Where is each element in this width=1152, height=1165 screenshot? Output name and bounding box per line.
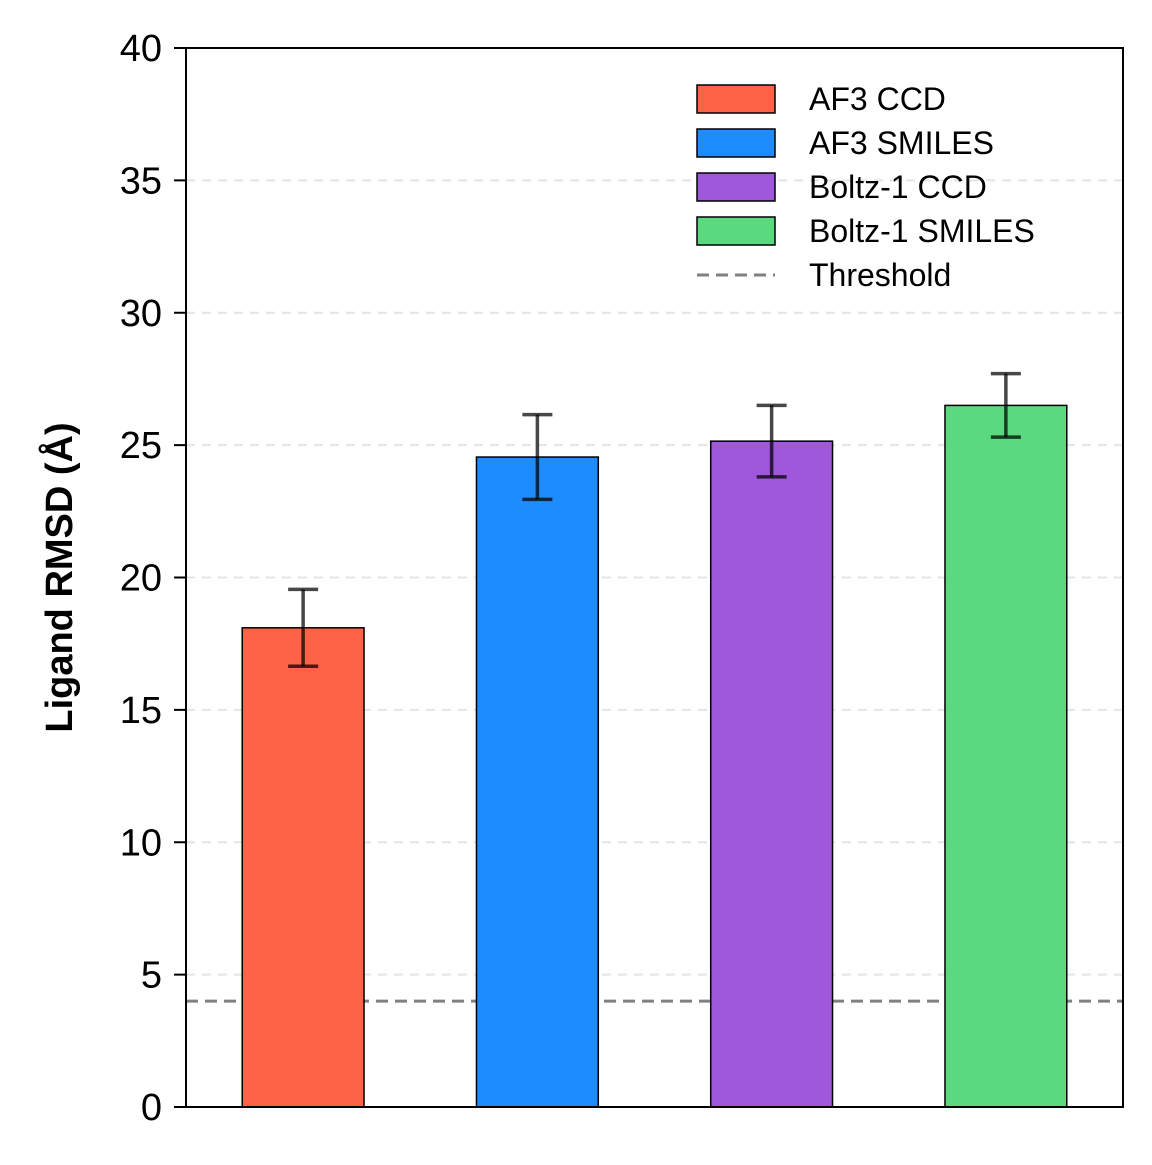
legend-entry-threshold: Threshold [697,257,951,293]
y-tick-label: 15 [120,690,162,732]
y-tick-label: 35 [120,160,162,202]
legend-swatch [696,84,776,114]
error-bar-af3-ccd [288,587,319,668]
bar-af3-smiles [475,456,600,1108]
bars [241,404,1068,1108]
bar-boltz-1-ccd [709,440,834,1108]
legend-swatch [696,172,776,202]
error-bar-af3-smiles [522,412,553,502]
legend-label: Boltz-1 SMILES [809,213,1035,249]
legend-label: AF3 CCD [809,81,946,117]
gridlines [186,179,1123,976]
legend: AF3 CCD AF3 SMILES Boltz-1 CCD Boltz-1 SMIL… [696,81,1035,293]
legend-entry-af3-ccd: AF3 CCD [696,81,946,117]
bar-af3-ccd [241,627,365,1108]
y-tick-label: 10 [120,822,162,864]
bar-boltz-1-smiles [944,404,1068,1108]
y-tick-label: 40 [120,28,162,70]
y-ticks: 0 5 10 15 20 25 30 35 40 [120,28,186,1129]
y-tick-label: 25 [120,425,162,467]
legend-entry-af3-smiles: AF3 SMILES [696,125,994,161]
y-tick-label: 30 [120,293,162,335]
legend-swatch [696,128,776,158]
legend-label: Threshold [809,257,951,293]
legend-entry-boltz-1-smiles: Boltz-1 SMILES [696,213,1035,249]
legend-label: AF3 SMILES [809,125,994,161]
error-bar-boltz-1-smiles [990,371,1021,439]
y-axis-label: Ligand RMSD (Å) [37,422,81,732]
y-tick-label: 20 [120,558,162,600]
y-tick-label: 5 [141,955,162,997]
legend-label: Boltz-1 CCD [809,169,987,205]
legend-swatch [696,216,776,246]
error-bar-boltz-1-ccd [756,403,787,479]
error-bars [288,371,1021,668]
legend-entry-boltz-1-ccd: Boltz-1 CCD [696,169,987,205]
y-tick-label: 0 [141,1087,162,1129]
